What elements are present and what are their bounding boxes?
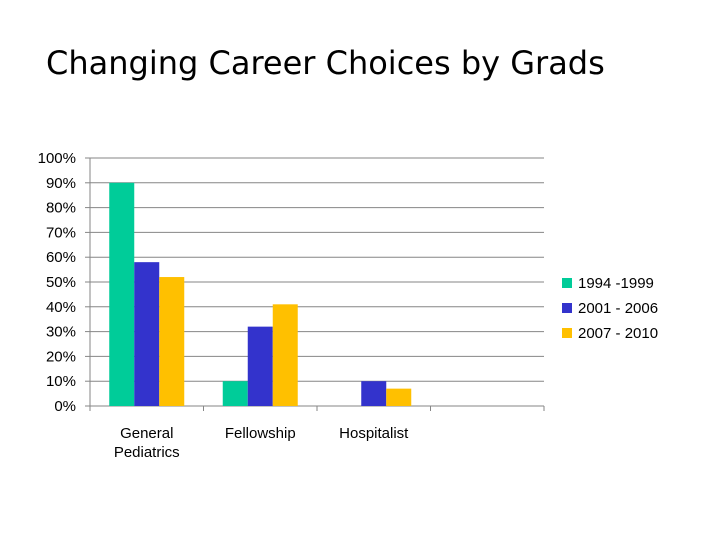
- y-tick-label: 40%: [46, 299, 76, 316]
- bar: [272, 304, 298, 406]
- bar: [386, 388, 412, 406]
- y-tick-label: 60%: [46, 249, 76, 266]
- bar: [222, 381, 248, 406]
- y-tick-label: 70%: [46, 224, 76, 241]
- x-category-label: General: [120, 425, 173, 442]
- x-category-label: Fellowship: [225, 425, 296, 442]
- y-tick-label: 10%: [46, 373, 76, 390]
- legend-label: 2001 - 2006: [578, 300, 658, 317]
- legend-swatch: [562, 303, 572, 313]
- y-tick-label: 90%: [46, 175, 76, 192]
- x-category-label: Hospitalist: [339, 425, 409, 442]
- y-tick-label: 0%: [54, 398, 76, 415]
- bars: [109, 182, 412, 406]
- y-tick-label: 30%: [46, 324, 76, 341]
- slide-title: Changing Career Choices by Grads: [46, 44, 605, 82]
- bar: [159, 277, 185, 406]
- legend-label: 2007 - 2010: [578, 325, 658, 342]
- legend: 1994 -1999 2001 - 2006 2007 - 2010: [562, 275, 658, 342]
- bar: [247, 326, 273, 406]
- legend-swatch: [562, 278, 572, 288]
- x-category-label: Pediatrics: [114, 444, 180, 461]
- legend-swatch: [562, 328, 572, 338]
- y-tick-label: 80%: [46, 200, 76, 217]
- axis-labels: 0% 10% 20% 30% 40% 50% 60% 70% 80% 90% 100% General…: [38, 150, 410, 461]
- bar: [134, 262, 160, 406]
- legend-label: 1994 -1999: [578, 275, 654, 292]
- bar: [109, 182, 135, 406]
- y-tick-label: 20%: [46, 348, 76, 365]
- bar: [361, 381, 387, 406]
- y-tick-label: 50%: [46, 274, 76, 291]
- y-tick-label: 100%: [38, 150, 76, 167]
